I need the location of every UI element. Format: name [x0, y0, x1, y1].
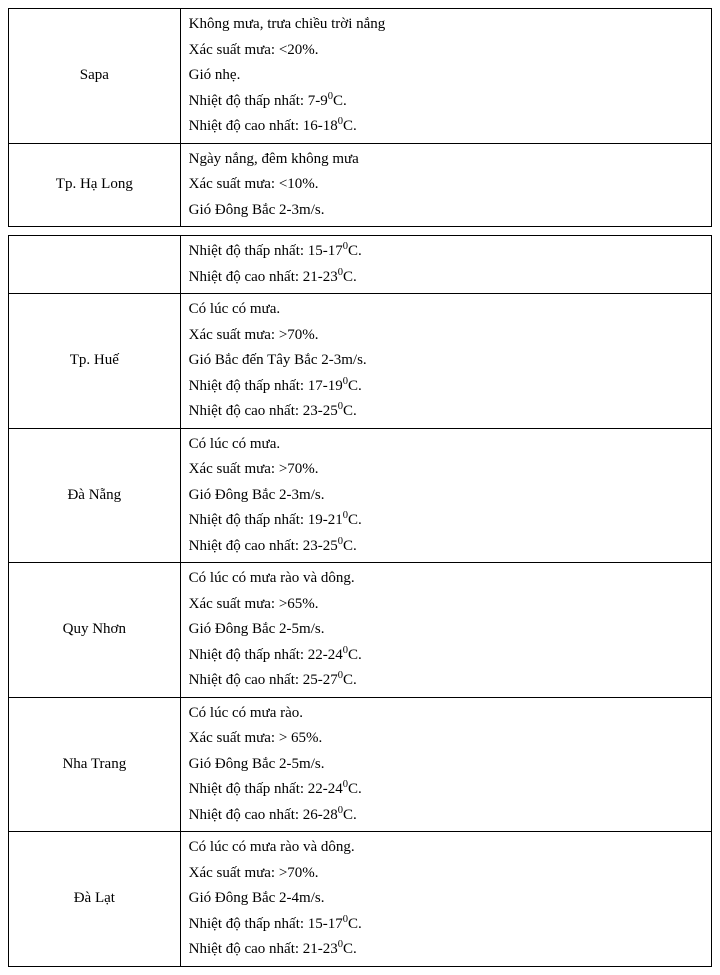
location-cell: Tp. Hạ Long: [9, 143, 181, 227]
table-row: Tp. HuếCó lúc có mưa.Xác suất mưa: >70%.…: [9, 294, 712, 429]
table-row: Quy NhơnCó lúc có mưa rào và dông.Xác su…: [9, 563, 712, 698]
location-cell: Đà Lạt: [9, 832, 181, 967]
location-cell: Đà Nẵng: [9, 428, 181, 563]
location-cell: Tp. Huế: [9, 294, 181, 429]
table-row: Tp. Hạ LongNgày nắng, đêm không mưaXác s…: [9, 143, 712, 227]
table-row: Nhiệt độ thấp nhất: 15-170C.Nhiệt độ cao…: [9, 236, 712, 294]
details-cell: Ngày nắng, đêm không mưaXác suất mưa: <1…: [180, 143, 711, 227]
location-cell: [9, 236, 181, 294]
location-cell: Nha Trang: [9, 697, 181, 832]
details-cell: Có lúc có mưa rào và dông.Xác suất mưa: …: [180, 563, 711, 698]
weather-table-1: SapaKhông mưa, trưa chiều trời nắngXác s…: [8, 8, 712, 227]
weather-table-2: Nhiệt độ thấp nhất: 15-170C.Nhiệt độ cao…: [8, 235, 712, 967]
table-gap: [8, 227, 712, 235]
location-cell: Quy Nhơn: [9, 563, 181, 698]
location-cell: Sapa: [9, 9, 181, 144]
table-row: SapaKhông mưa, trưa chiều trời nắngXác s…: [9, 9, 712, 144]
table-row: Đà LạtCó lúc có mưa rào và dông.Xác suất…: [9, 832, 712, 967]
details-cell: Có lúc có mưa.Xác suất mưa: >70%.Gió Bắc…: [180, 294, 711, 429]
details-cell: Nhiệt độ thấp nhất: 15-170C.Nhiệt độ cao…: [180, 236, 711, 294]
details-cell: Không mưa, trưa chiều trời nắngXác suất …: [180, 9, 711, 144]
details-cell: Có lúc có mưa.Xác suất mưa: >70%.Gió Đôn…: [180, 428, 711, 563]
table-row: Đà NẵngCó lúc có mưa.Xác suất mưa: >70%.…: [9, 428, 712, 563]
details-cell: Có lúc có mưa rào và dông.Xác suất mưa: …: [180, 832, 711, 967]
table-row: Nha TrangCó lúc có mưa rào.Xác suất mưa:…: [9, 697, 712, 832]
details-cell: Có lúc có mưa rào.Xác suất mưa: > 65%.Gi…: [180, 697, 711, 832]
